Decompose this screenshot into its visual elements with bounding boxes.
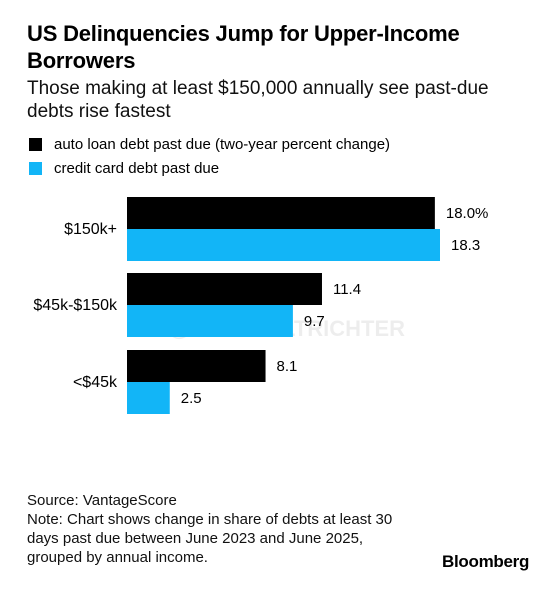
chart-title: US Delinquencies Jump for Upper-Income B… xyxy=(27,21,460,73)
value-label-credit-card-150k: 18.3 xyxy=(451,237,480,254)
value-label-credit-card-45k-150k: 9.7 xyxy=(304,313,325,330)
legend-swatch-auto-loan xyxy=(29,137,42,151)
source-text: Source: VantageScore xyxy=(27,492,177,509)
legend-item-auto-loan: auto loan debt past due (two-year percen… xyxy=(29,133,390,155)
category-label-45k: <$45k xyxy=(73,374,118,391)
bloomberg-logo: Bloomberg xyxy=(442,552,530,571)
legend-label-credit-card: credit card debt past due xyxy=(54,159,220,177)
chart-subtitle: Those making at least $150,000 annually … xyxy=(27,78,489,122)
category-label-150k: $150k+ xyxy=(64,221,117,238)
legend-swatch-credit-card xyxy=(29,161,42,175)
bar-auto-loan-150k xyxy=(127,197,435,229)
bar-credit-card-45k xyxy=(127,382,170,414)
bar-chart: @KURTSALTRICHTER $150k+18.0%18.3$45k-$15… xyxy=(33,197,489,414)
legend: auto loan debt past due (two-year percen… xyxy=(29,133,390,181)
legend-item-credit-card: credit card debt past due xyxy=(29,157,390,179)
note-text: Note: Chart shows change in share of deb… xyxy=(27,511,393,566)
category-label-45k-150k: $45k-$150k xyxy=(33,297,118,314)
value-label-auto-loan-150k: 18.0% xyxy=(446,205,489,222)
bar-credit-card-45k-150k xyxy=(127,305,293,337)
source-note: Source: VantageScore Note: Chart shows c… xyxy=(27,491,407,567)
bar-auto-loan-45k xyxy=(127,350,266,382)
bar-auto-loan-45k-150k xyxy=(127,273,322,305)
value-label-auto-loan-45k-150k: 11.4 xyxy=(333,281,361,298)
value-label-auto-loan-45k: 8.1 xyxy=(277,358,298,375)
value-label-credit-card-45k: 2.5 xyxy=(181,390,202,407)
legend-label-auto-loan: auto loan debt past due (two-year percen… xyxy=(54,135,391,153)
bar-credit-card-150k xyxy=(127,229,440,261)
